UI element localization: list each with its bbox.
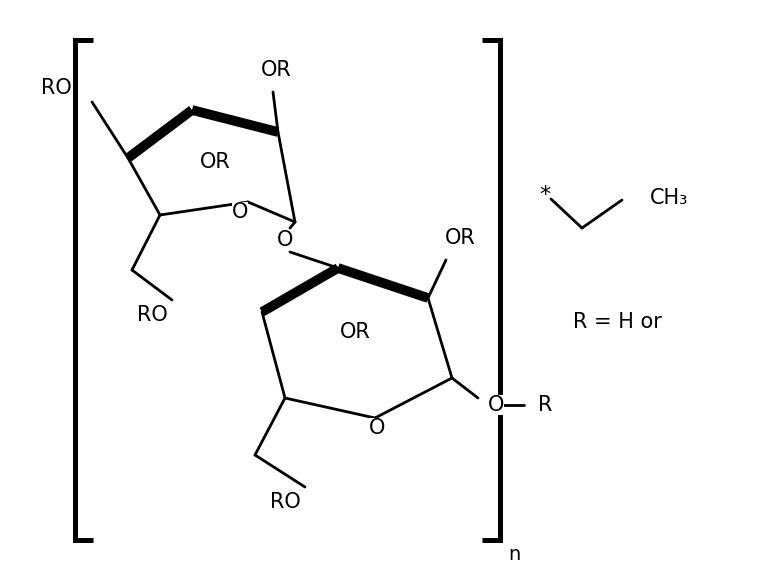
Text: n: n xyxy=(508,545,521,564)
Text: O: O xyxy=(276,230,293,250)
Text: R: R xyxy=(538,395,552,415)
Text: OR: OR xyxy=(444,228,475,248)
Text: RO: RO xyxy=(42,78,72,98)
Text: *: * xyxy=(539,185,551,205)
Text: RO: RO xyxy=(136,305,167,325)
Text: CH₃: CH₃ xyxy=(650,188,688,208)
Text: OR: OR xyxy=(199,152,230,172)
Text: R = H or: R = H or xyxy=(573,312,661,332)
Text: O: O xyxy=(369,418,385,438)
Text: OR: OR xyxy=(340,322,370,342)
Text: OR: OR xyxy=(260,60,291,80)
Text: O: O xyxy=(488,395,504,415)
Text: O: O xyxy=(232,202,248,222)
Text: RO: RO xyxy=(270,492,300,512)
